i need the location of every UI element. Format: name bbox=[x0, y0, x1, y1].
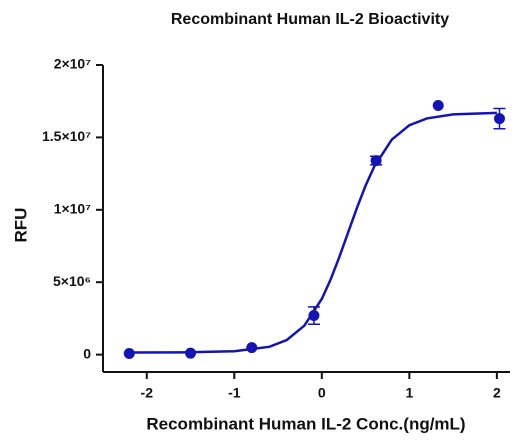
fit-curve bbox=[129, 111, 497, 354]
x-axis-label: Recombinant Human IL-2 Conc.(ng/mL) bbox=[146, 414, 465, 433]
x-tick-label: -2 bbox=[141, 385, 154, 401]
data-point bbox=[123, 347, 135, 359]
x-tick-label: -1 bbox=[228, 385, 241, 401]
data-point bbox=[432, 100, 444, 112]
x-tick-label: 1 bbox=[405, 385, 413, 401]
data-point bbox=[308, 310, 320, 322]
y-tick-label: 0 bbox=[83, 345, 91, 361]
data-point bbox=[493, 113, 505, 125]
x-tick-label: 2 bbox=[493, 385, 501, 401]
y-tick-label: 1×10⁷ bbox=[54, 201, 92, 217]
y-tick-label: 2×10⁷ bbox=[54, 56, 92, 72]
y-axis-label: RFU bbox=[11, 208, 30, 243]
y-tick-label: 1.5×10⁷ bbox=[42, 128, 91, 144]
x-tick-label: 0 bbox=[318, 385, 326, 401]
y-tick-label: 5×10⁶ bbox=[53, 273, 91, 289]
chart-title: Recombinant Human IL-2 Bioactivity bbox=[171, 11, 449, 28]
